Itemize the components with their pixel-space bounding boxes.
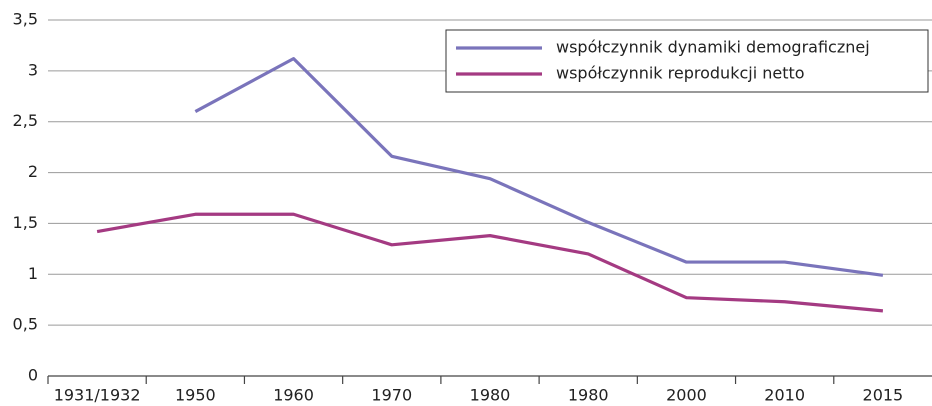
y-tick-label: 3 [28, 60, 38, 79]
y-tick-label: 0 [28, 366, 38, 385]
x-tick-label: 1950 [175, 386, 216, 405]
x-tick-label: 2000 [666, 386, 707, 405]
y-tick-label: 1,5 [13, 213, 38, 232]
y-tick-label: 1 [28, 264, 38, 283]
x-tick-label: 1980 [470, 386, 511, 405]
x-tick-label: 1980 [568, 386, 609, 405]
legend-label: współczynnik dynamiki demograficznej [556, 38, 870, 57]
y-tick-label: 3,5 [13, 10, 38, 29]
legend-label: współczynnik reprodukcji netto [556, 64, 805, 83]
x-tick-label: 2015 [863, 386, 904, 405]
x-tick-label: 1970 [371, 386, 412, 405]
y-tick-label: 2,5 [13, 111, 38, 130]
series-line [96, 212, 884, 313]
y-tick-label: 0,5 [13, 315, 38, 334]
x-tick-label: 2010 [764, 386, 805, 405]
series-line [194, 57, 884, 277]
legend: współczynnik dynamiki demograficznej wspó… [445, 29, 929, 93]
x-tick-label: 1960 [273, 386, 314, 405]
x-tick-label: 1931/1932 [54, 386, 141, 405]
y-tick-label: 2 [28, 162, 38, 181]
legend-box [445, 29, 929, 93]
